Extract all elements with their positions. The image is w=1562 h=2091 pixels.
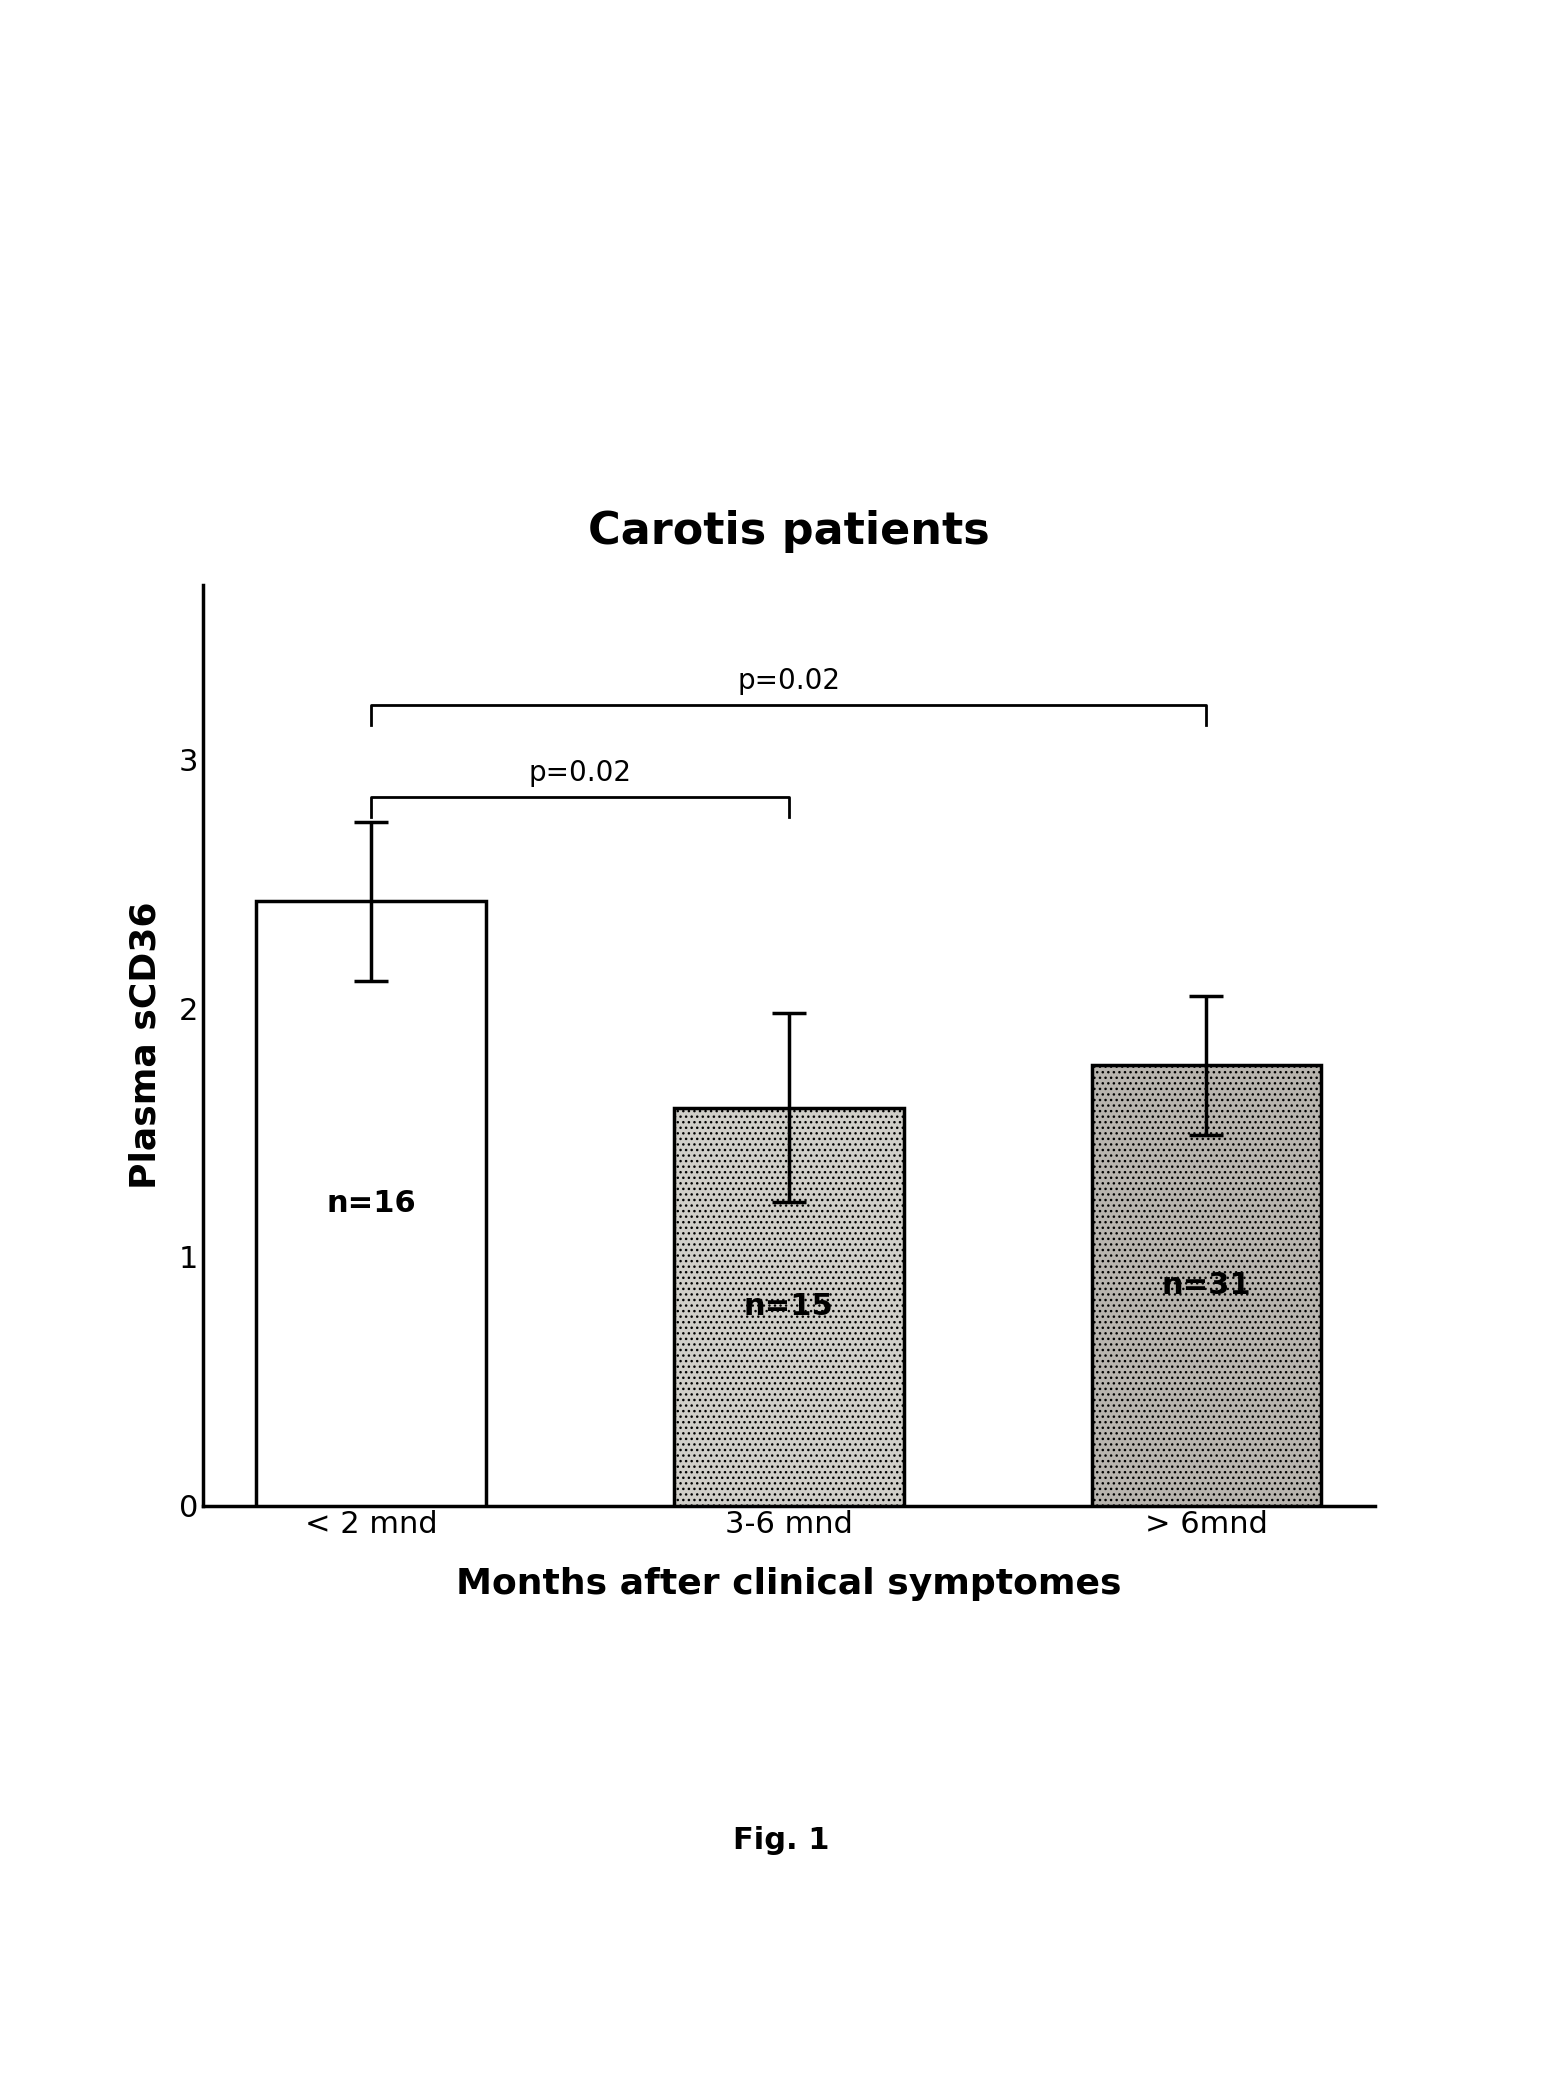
Text: p=0.02: p=0.02 [737,667,840,694]
Text: n=31: n=31 [1162,1271,1251,1301]
Bar [673,1108,904,1506]
Bar [256,901,486,1506]
Text: n=16: n=16 [326,1190,415,1217]
Bar [1092,1066,1321,1506]
X-axis label: Months after clinical symptomes: Months after clinical symptomes [456,1566,1122,1602]
Title: Carotis patients: Carotis patients [587,510,990,552]
Text: p=0.02: p=0.02 [528,759,631,786]
Text: n=15: n=15 [744,1292,834,1322]
Y-axis label: Plasma sCD36: Plasma sCD36 [128,901,162,1190]
Text: Fig. 1: Fig. 1 [733,1825,829,1855]
